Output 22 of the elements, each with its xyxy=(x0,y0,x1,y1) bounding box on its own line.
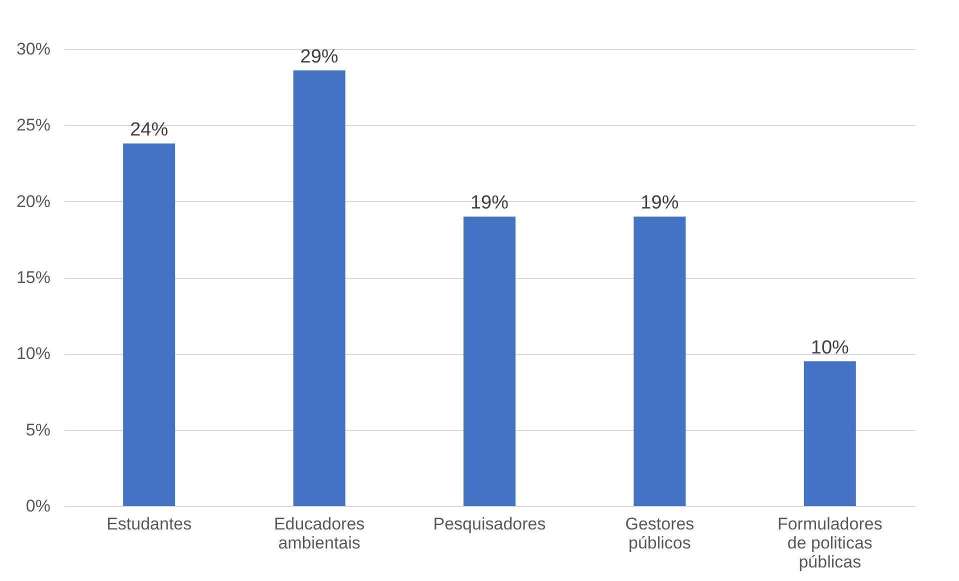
data-label: 10% xyxy=(810,337,850,358)
x-tick-label: Educadores ambientais xyxy=(274,514,365,552)
bar xyxy=(804,361,856,506)
data-label: 19% xyxy=(640,192,679,214)
y-tick-label: 10% xyxy=(16,344,50,364)
x-tick-label: Estudantes xyxy=(106,514,192,534)
bar xyxy=(634,216,686,506)
y-tick-label: 30% xyxy=(16,40,50,58)
y-tick-label: 20% xyxy=(16,192,50,211)
bar xyxy=(464,216,516,506)
y-tick-label: 25% xyxy=(16,116,50,135)
x-tick-label: Gestores públicos xyxy=(625,514,694,552)
bar xyxy=(123,143,176,506)
data-label: 24% xyxy=(130,119,168,140)
data-label: 19% xyxy=(470,192,509,214)
data-label: 29% xyxy=(300,46,338,68)
y-tick-label: 15% xyxy=(16,268,50,287)
x-tick-label: Formuladores de politicas públicas xyxy=(777,514,882,572)
x-tick-label: Pesquisadores xyxy=(433,514,546,534)
y-tick-label: 5% xyxy=(26,420,50,440)
bar xyxy=(293,70,346,506)
y-tick-label: 0% xyxy=(26,496,50,516)
